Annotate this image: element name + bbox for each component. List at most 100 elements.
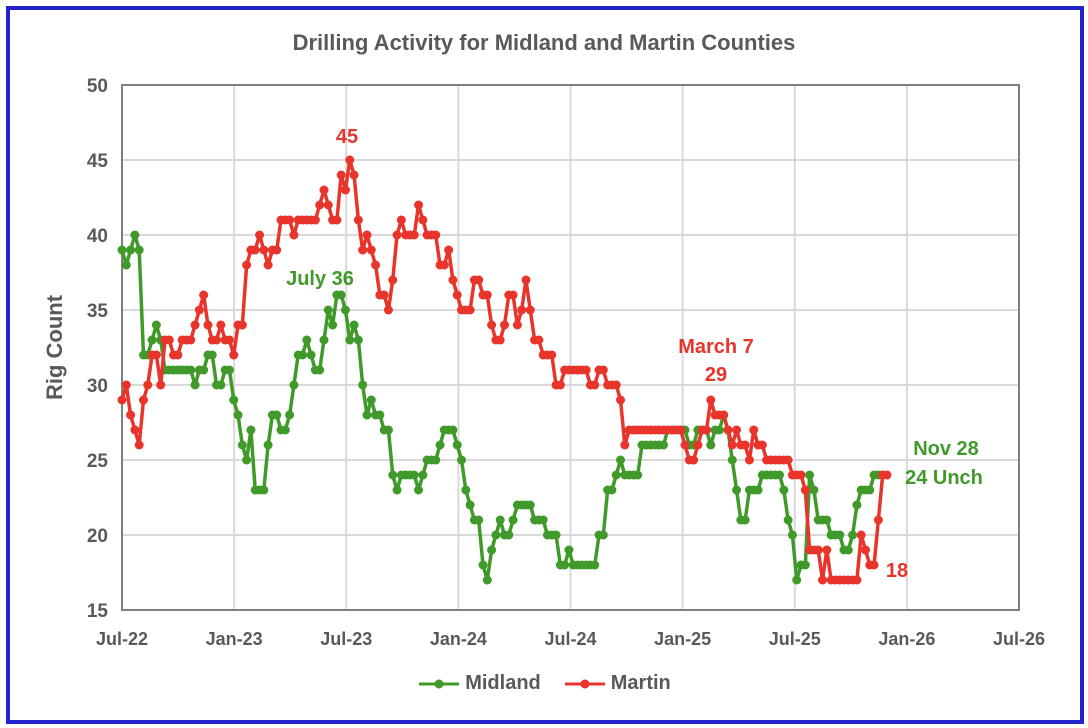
- y-tick-label: 50: [87, 76, 108, 97]
- data-point-midland: [508, 515, 518, 525]
- data-point-midland: [383, 425, 393, 435]
- data-point-martin: [392, 230, 402, 240]
- data-point-martin: [263, 260, 273, 270]
- data-point-martin: [487, 320, 497, 330]
- data-point-martin: [353, 215, 363, 225]
- data-point-martin: [757, 440, 767, 450]
- data-point-midland: [242, 455, 252, 465]
- data-point-martin: [199, 290, 209, 300]
- annotation: 45: [336, 126, 358, 148]
- x-tick-label: Jan-26: [878, 629, 935, 649]
- data-point-martin: [521, 275, 531, 285]
- data-point-midland: [611, 470, 621, 480]
- data-point-martin: [534, 335, 544, 345]
- series-line-midland: [120, 233, 883, 582]
- data-point-midland: [504, 530, 514, 540]
- data-point-martin: [693, 440, 703, 450]
- data-point-midland: [495, 515, 505, 525]
- data-point-martin: [882, 470, 892, 480]
- data-point-martin: [581, 365, 591, 375]
- data-point-martin: [289, 230, 299, 240]
- data-point-midland: [319, 335, 329, 345]
- data-point-midland: [775, 470, 785, 480]
- data-point-midland: [126, 245, 136, 255]
- data-point-midland: [216, 380, 226, 390]
- data-point-midland: [207, 350, 217, 360]
- data-point-martin: [439, 260, 449, 270]
- data-point-martin: [216, 320, 226, 330]
- data-point-martin: [418, 215, 428, 225]
- data-point-midland: [328, 320, 338, 330]
- data-point-martin: [783, 455, 793, 465]
- data-point-martin: [242, 260, 252, 270]
- annotation: Nov 28: [913, 438, 979, 460]
- data-point-midland: [598, 530, 608, 540]
- data-point-martin: [723, 425, 733, 435]
- data-point-martin: [396, 215, 406, 225]
- data-point-martin: [474, 275, 484, 285]
- data-point-midland: [147, 335, 157, 345]
- annotation: 29: [705, 364, 727, 386]
- data-point-midland: [525, 500, 535, 510]
- data-point-martin: [611, 380, 621, 390]
- data-point-midland: [272, 410, 282, 420]
- data-point-martin: [143, 380, 153, 390]
- data-point-midland: [280, 425, 290, 435]
- data-point-midland: [306, 350, 316, 360]
- data-point-midland: [491, 530, 501, 540]
- annotation: 18: [886, 560, 908, 582]
- data-point-martin: [732, 425, 742, 435]
- data-point-martin: [860, 545, 870, 555]
- data-point-midland: [409, 470, 419, 480]
- data-point-midland: [865, 485, 875, 495]
- x-tick-label: Jul-26: [993, 629, 1045, 649]
- annotation: 24 Unch: [905, 467, 983, 489]
- data-point-martin: [340, 185, 350, 195]
- data-point-martin: [680, 440, 690, 450]
- data-point-martin: [259, 245, 269, 255]
- data-point-martin: [164, 335, 174, 345]
- x-tick-label: Jul-25: [769, 629, 821, 649]
- data-point-martin: [818, 575, 828, 585]
- data-point-martin: [444, 245, 454, 255]
- data-point-martin: [800, 485, 810, 495]
- data-point-midland: [151, 320, 161, 330]
- data-point-midland: [551, 530, 561, 540]
- x-tick-label: Jul-24: [544, 629, 596, 649]
- data-point-midland: [340, 305, 350, 315]
- y-tick-label: 35: [87, 301, 109, 322]
- data-point-midland: [315, 365, 325, 375]
- data-point-midland: [121, 260, 131, 270]
- data-point-midland: [852, 500, 862, 510]
- data-point-martin: [431, 230, 441, 240]
- data-point-martin: [388, 275, 398, 285]
- data-point-midland: [414, 485, 424, 495]
- data-point-martin: [345, 155, 355, 165]
- data-point-martin: [869, 560, 879, 570]
- data-point-midland: [843, 545, 853, 555]
- y-tick-label: 15: [87, 601, 109, 622]
- data-point-midland: [465, 500, 475, 510]
- data-point-martin: [371, 260, 381, 270]
- data-point-midland: [787, 530, 797, 540]
- data-point-martin: [495, 335, 505, 345]
- data-point-martin: [616, 395, 626, 405]
- data-point-midland: [564, 545, 574, 555]
- y-axis-label: Rig Count: [42, 294, 67, 400]
- data-point-martin: [512, 320, 522, 330]
- data-point-midland: [263, 440, 273, 450]
- data-point-midland: [229, 395, 239, 405]
- data-point-martin: [224, 335, 234, 345]
- data-point-martin: [379, 290, 389, 300]
- data-point-martin: [873, 515, 883, 525]
- data-point-martin: [319, 185, 329, 195]
- data-point-midland: [848, 530, 858, 540]
- data-point-midland: [560, 560, 570, 570]
- data-point-martin: [358, 245, 368, 255]
- data-point-midland: [607, 485, 617, 495]
- data-point-martin: [190, 320, 200, 330]
- legend: Midland Martin: [0, 672, 1088, 695]
- data-point-midland: [779, 485, 789, 495]
- x-tick-label: Jul-23: [320, 629, 372, 649]
